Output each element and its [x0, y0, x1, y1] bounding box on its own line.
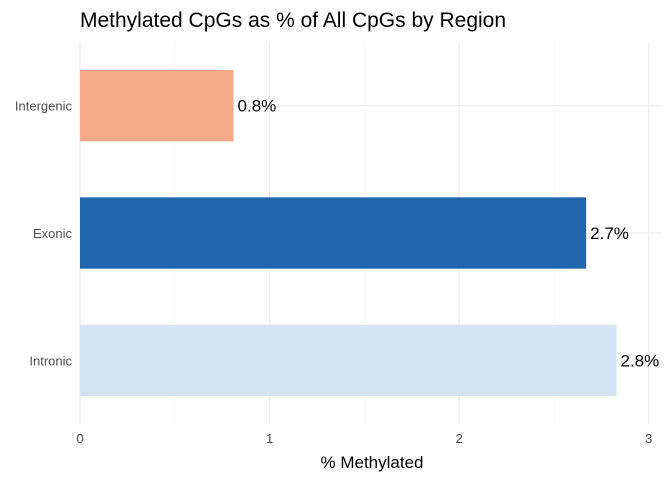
data-labels: 2.8% 2.7% 0.8%: [238, 97, 660, 371]
bar-intergenic: [80, 70, 234, 142]
y-tick-label-intronic: Intronic: [29, 353, 72, 368]
y-tick-label-intergenic: Intergenic: [15, 99, 73, 114]
x-tick-label: 3: [645, 431, 652, 446]
bars: [80, 70, 617, 396]
data-label-intronic: 2.8%: [621, 351, 660, 370]
data-label-intergenic: 0.8%: [238, 97, 277, 116]
x-tick-label: 0: [76, 431, 83, 446]
chart-title: Methylated CpGs as % of All CpGs by Regi…: [80, 9, 506, 32]
data-label-exonic: 2.7%: [590, 224, 629, 243]
y-tick-label-exonic: Exonic: [33, 226, 73, 241]
x-tick-label: 2: [456, 431, 463, 446]
x-tick-label: 1: [266, 431, 273, 446]
x-axis-tick-labels: 0 1 2 3: [76, 431, 652, 446]
x-axis-title: % Methylated: [321, 453, 424, 472]
y-axis-tick-labels: Intronic Exonic Intergenic: [15, 99, 73, 369]
bar-exonic: [80, 197, 587, 269]
bar-intronic: [80, 324, 617, 396]
